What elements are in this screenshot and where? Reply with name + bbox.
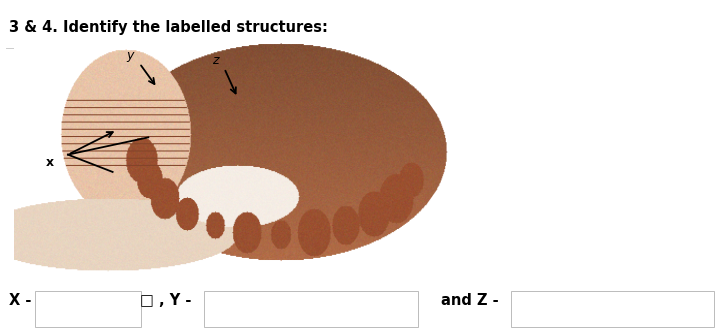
- Text: X -: X -: [9, 293, 31, 308]
- FancyBboxPatch shape: [204, 291, 418, 327]
- Text: x: x: [46, 156, 54, 169]
- Text: 3 & 4. Identify the labelled structures:: 3 & 4. Identify the labelled structures:: [9, 20, 328, 35]
- FancyBboxPatch shape: [511, 291, 714, 327]
- Text: □ , Y -: □ , Y -: [140, 293, 192, 308]
- Text: y: y: [127, 49, 134, 62]
- Text: and Z -: and Z -: [441, 293, 499, 308]
- FancyBboxPatch shape: [35, 291, 141, 327]
- Text: z: z: [212, 54, 219, 67]
